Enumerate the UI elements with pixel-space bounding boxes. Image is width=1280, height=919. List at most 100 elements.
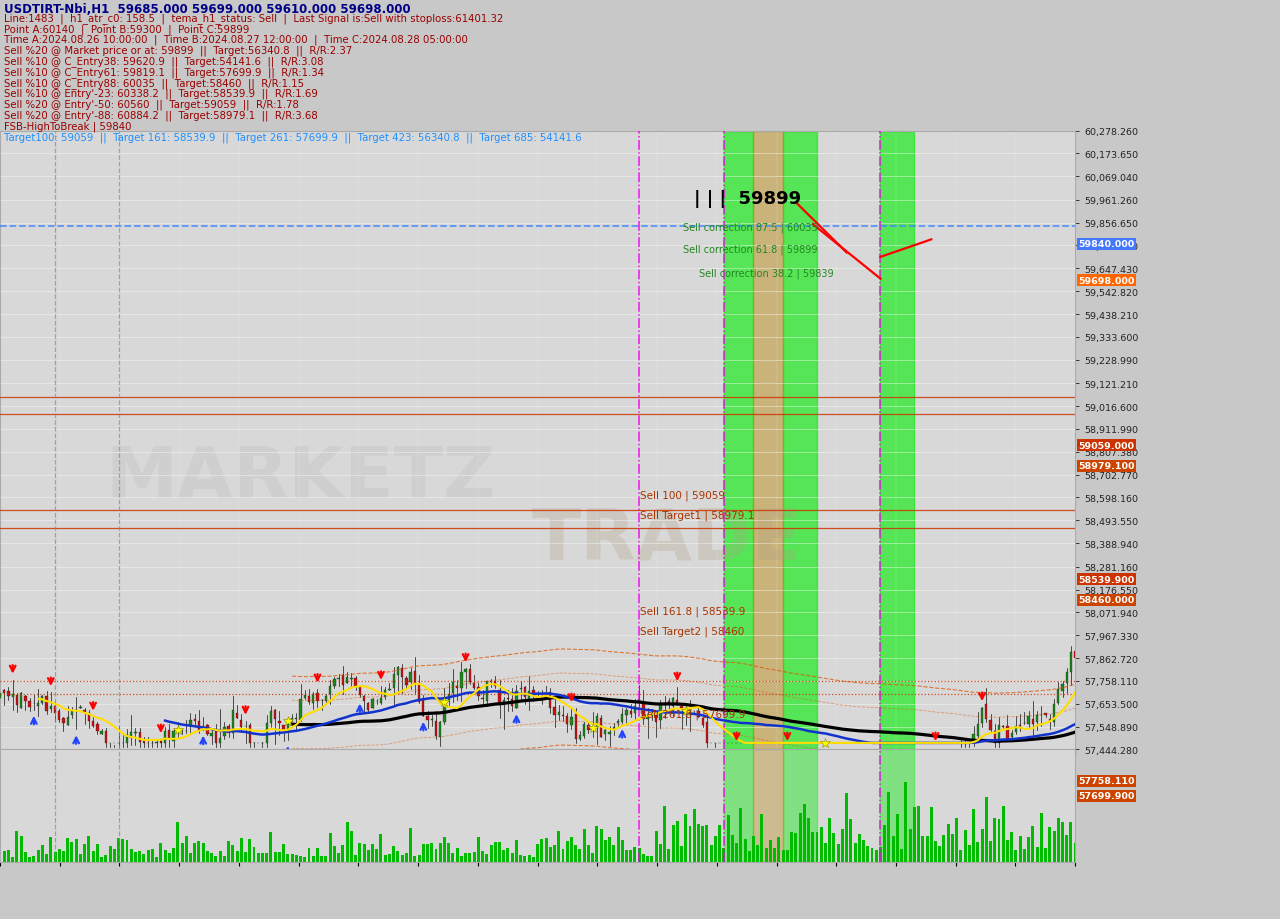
Bar	[472, 684, 475, 688]
Bar	[764, 848, 768, 862]
Bar	[579, 848, 581, 862]
Bar	[465, 669, 467, 673]
Bar	[968, 845, 970, 862]
Bar	[465, 853, 467, 862]
Bar	[349, 832, 353, 862]
Bar	[241, 720, 242, 727]
Bar	[105, 732, 108, 743]
Bar	[388, 689, 390, 690]
Bar	[193, 844, 196, 862]
Bar	[1039, 813, 1043, 862]
Bar	[477, 837, 480, 862]
Bar	[731, 835, 733, 862]
Bar	[600, 719, 603, 737]
Bar	[477, 686, 480, 697]
Text: Sell %10 @ C_Entry38: 59620.9  ||  Target:54141.6  ||  R/R:3.08: Sell %10 @ C_Entry38: 59620.9 || Target:…	[4, 56, 324, 67]
Text: USDTIRT-Nbi,H1  59685.000 59699.000 59610.000 59698.000: USDTIRT-Nbi,H1 59685.000 59699.000 59610…	[4, 3, 411, 16]
Bar	[404, 853, 408, 862]
Bar	[287, 721, 289, 732]
Bar	[236, 851, 238, 862]
Bar	[45, 697, 47, 711]
Bar	[938, 845, 941, 862]
Bar	[643, 702, 645, 720]
Bar	[977, 724, 979, 736]
Bar	[655, 715, 658, 722]
Bar	[575, 845, 577, 862]
Bar	[393, 675, 394, 688]
Bar	[724, 750, 754, 862]
Bar	[138, 851, 141, 862]
Text: 58539.900: 58539.900	[1079, 575, 1135, 584]
Bar	[0, 852, 1, 862]
Bar	[422, 845, 425, 862]
Bar	[507, 698, 509, 699]
Bar	[626, 710, 627, 715]
Bar	[756, 845, 759, 862]
Bar	[282, 845, 285, 862]
Bar	[676, 822, 678, 862]
Bar	[689, 709, 691, 711]
Bar	[1057, 818, 1060, 862]
Bar	[773, 848, 776, 862]
Bar	[984, 798, 988, 862]
Bar	[426, 716, 429, 720]
Bar	[371, 699, 374, 709]
Bar	[74, 839, 78, 862]
Text: Sell %10 @ C_Entry61: 59819.1  ||  Target:57699.9  ||  R/R:1.34: Sell %10 @ C_Entry61: 59819.1 || Target:…	[4, 67, 324, 78]
Bar	[993, 731, 996, 743]
Bar	[125, 736, 128, 743]
Bar	[210, 853, 214, 862]
Bar	[58, 849, 60, 862]
Bar	[714, 836, 717, 862]
Bar	[388, 855, 390, 862]
Bar	[753, 836, 755, 862]
Bar	[303, 857, 306, 862]
Text: 59059.000: 59059.000	[1079, 441, 1134, 450]
Bar	[588, 725, 590, 730]
Bar	[329, 833, 332, 862]
Bar	[12, 857, 14, 862]
Bar	[168, 730, 170, 739]
Bar	[579, 735, 581, 739]
Bar	[507, 848, 509, 862]
Bar	[439, 722, 442, 738]
Bar	[333, 845, 335, 862]
Bar	[812, 833, 814, 862]
Text: | | |  59899: | | | 59899	[694, 190, 800, 208]
Bar	[545, 694, 548, 698]
Bar	[155, 742, 157, 743]
Bar	[397, 667, 399, 675]
Bar	[553, 708, 556, 715]
Bar	[867, 846, 869, 862]
Bar	[143, 740, 145, 743]
Bar	[320, 857, 323, 862]
Bar	[1044, 848, 1047, 862]
Bar	[270, 711, 273, 723]
Bar	[236, 713, 238, 718]
Bar	[668, 701, 669, 703]
Bar	[689, 826, 691, 862]
Text: MARKETZ: MARKETZ	[106, 443, 497, 512]
Bar	[15, 831, 18, 862]
Bar	[942, 835, 946, 862]
Bar	[88, 713, 90, 721]
Bar	[608, 732, 611, 734]
Bar	[650, 857, 653, 862]
Bar	[116, 838, 120, 862]
Bar	[977, 843, 979, 862]
Bar	[37, 704, 40, 706]
Bar	[456, 848, 458, 862]
Bar	[45, 854, 49, 862]
Bar	[406, 678, 407, 686]
Bar	[754, 131, 783, 750]
Bar	[63, 718, 65, 723]
Bar	[591, 853, 594, 862]
Bar	[1006, 840, 1009, 862]
Bar	[24, 697, 27, 701]
Text: Point A:60140  |  Point B:59300  |  Point C:59899: Point A:60140 | Point B:59300 | Point C:…	[4, 24, 250, 35]
Bar	[202, 726, 205, 729]
Bar	[180, 843, 183, 862]
Bar	[485, 682, 488, 701]
Bar	[498, 690, 500, 705]
Bar	[206, 726, 209, 734]
